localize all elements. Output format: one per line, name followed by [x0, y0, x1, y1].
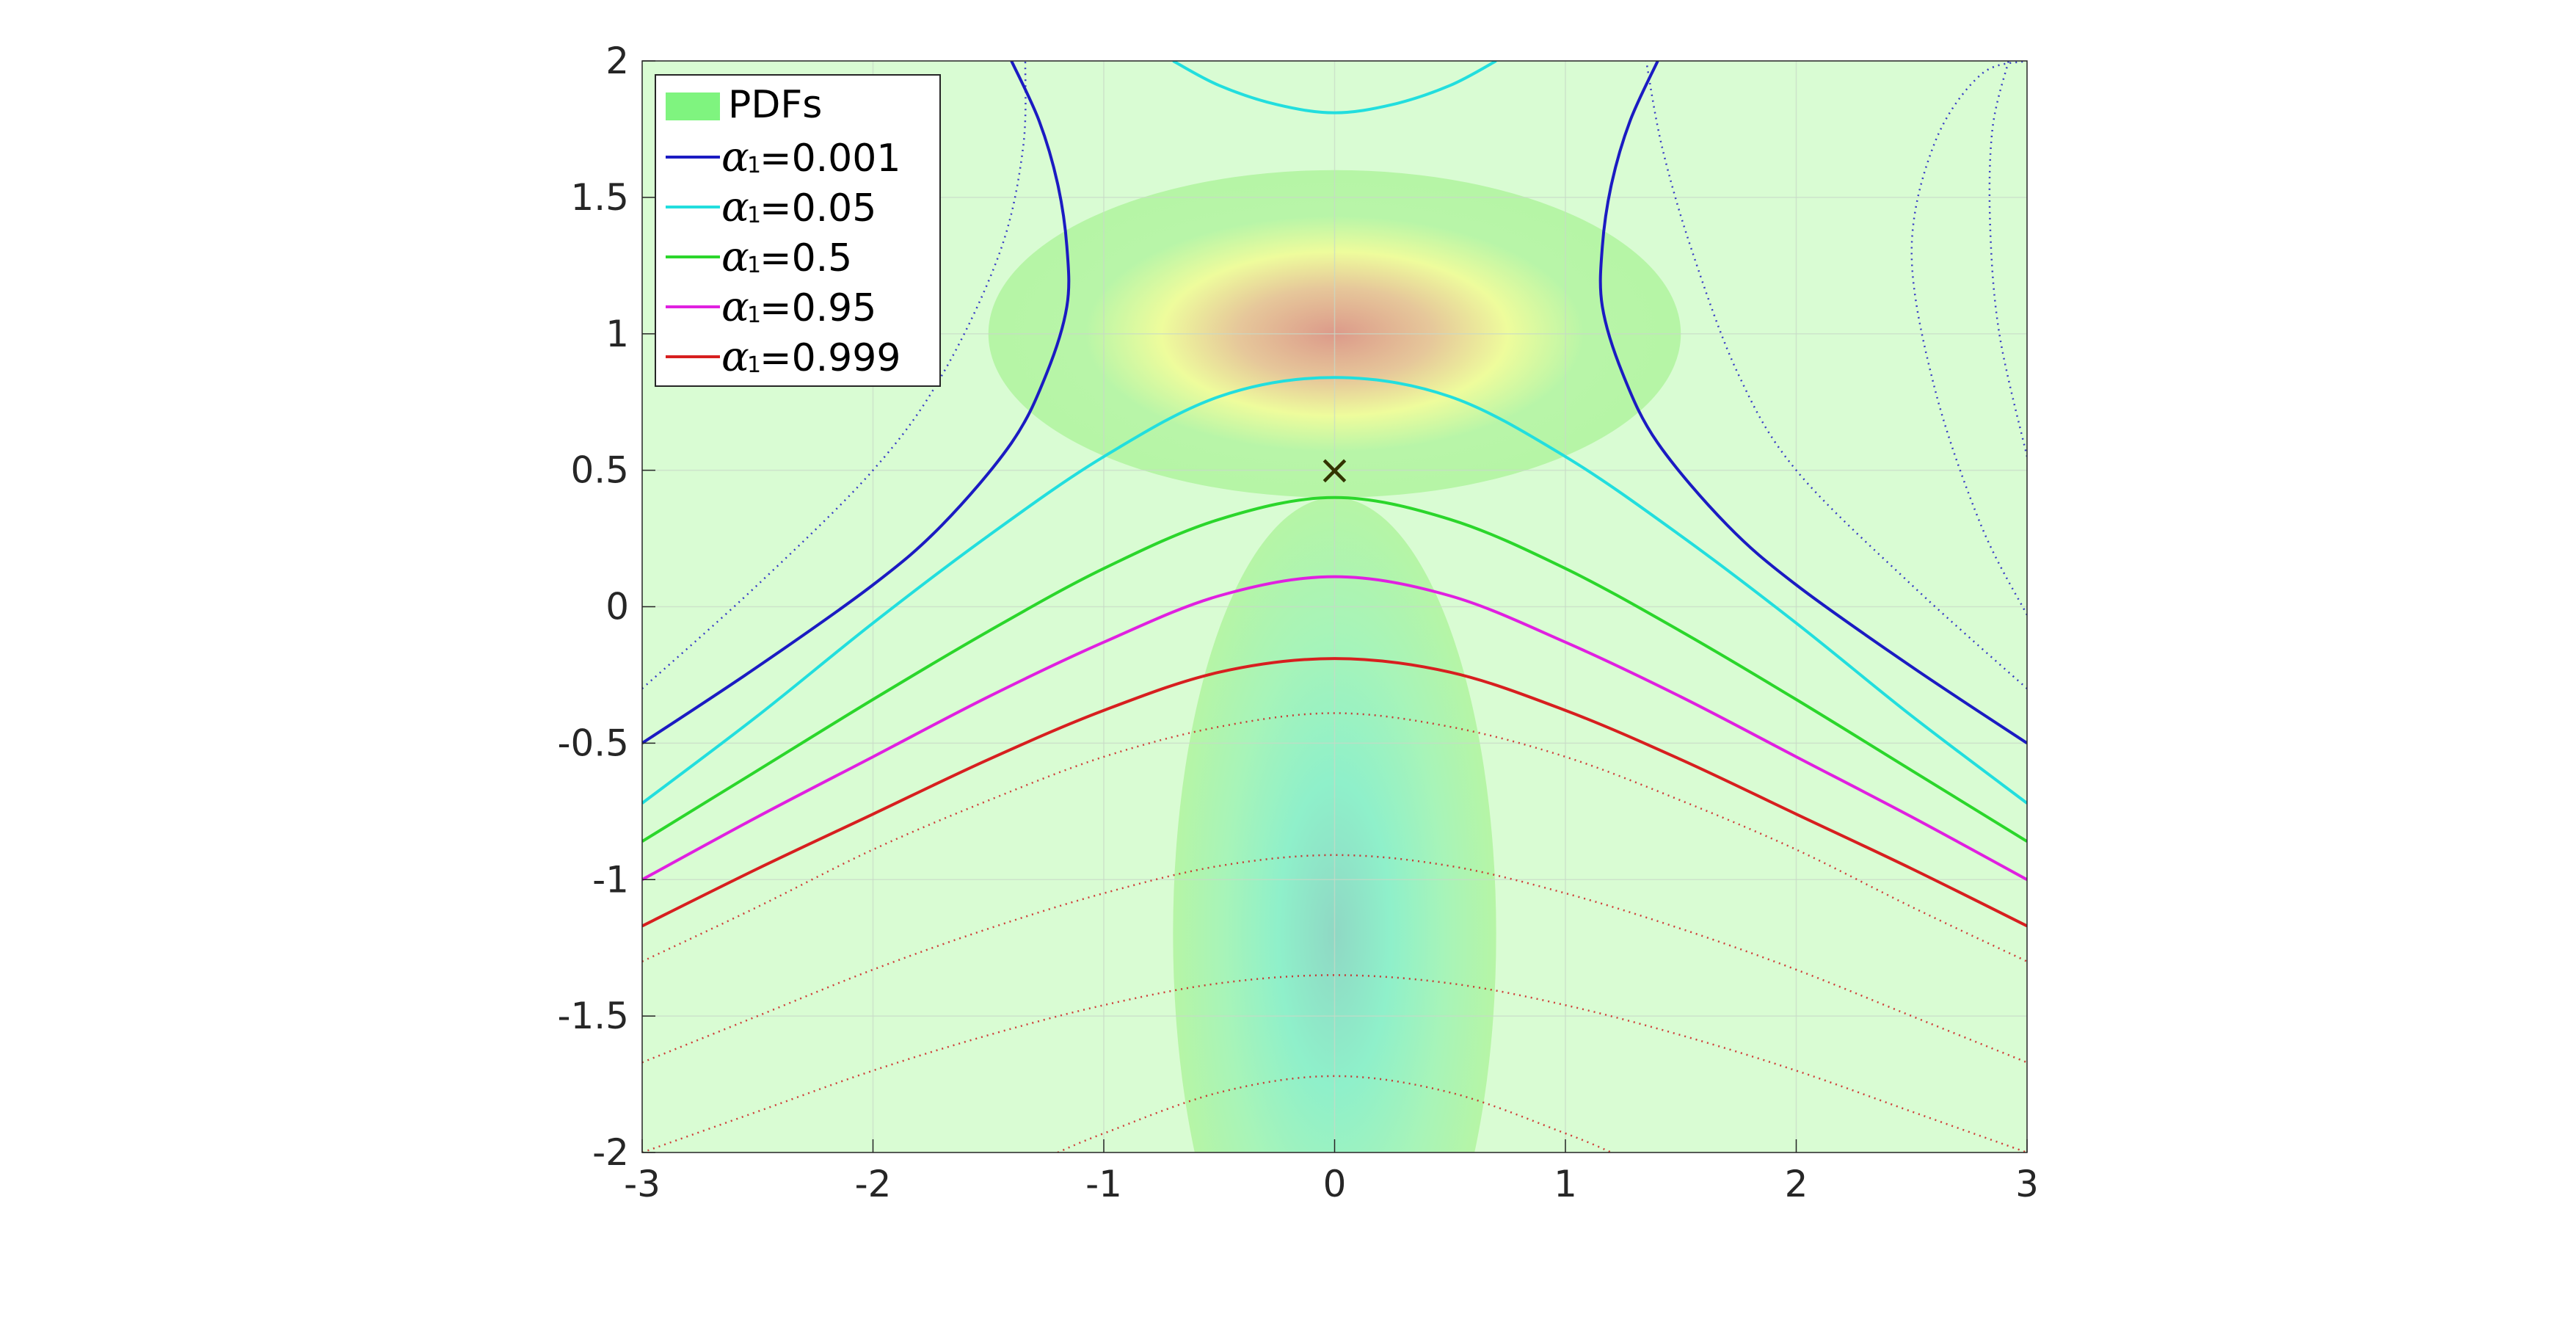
legend-symbol: α [721, 233, 749, 281]
legend-subscript: 1 [747, 203, 761, 228]
dotted-contour-3 [1910, 61, 2027, 616]
dotted-contour-4 [1988, 61, 2027, 457]
series-line-3-branch-1 [642, 495, 2027, 843]
y-axis-ticks: -2 -1.5 -1 -0.5 0 0.5 1 1.5 2 [557, 40, 655, 1174]
plot-area: × [641, 60, 2028, 1153]
legend-symbol: α [721, 134, 749, 181]
legend-swatch-pdfs [666, 92, 720, 120]
legend-symbol: α [721, 184, 749, 231]
legend-label-series-5: =0.999 [760, 336, 900, 380]
y-tick-label: -0.5 [557, 722, 629, 764]
mode-marker: × [1317, 446, 1352, 494]
legend-label-pdfs: PDFs [728, 83, 822, 127]
y-tick-label: -1 [592, 858, 629, 901]
series-line-2-branch-1 [642, 376, 2027, 805]
y-tick-label: 0 [605, 586, 629, 628]
legend-label-series-2: =0.05 [760, 186, 876, 230]
x-axis-ticks: -3 -2 -1 0 1 2 3 [624, 1139, 2039, 1205]
series-line-1-branch-2 [1598, 61, 2027, 745]
legend-symbol: α [721, 333, 749, 381]
legend-box [655, 74, 941, 387]
series-lines [642, 61, 2027, 928]
legend-subscript: 1 [747, 153, 761, 178]
y-tick-label: -2 [592, 1131, 629, 1174]
legend-subscript: 1 [747, 302, 761, 328]
legend-symbol: α [721, 283, 749, 331]
x-tick-label: 1 [1554, 1163, 1577, 1205]
x-tick-label: 2 [1785, 1163, 1808, 1205]
series-line-4-branch-1 [642, 575, 2027, 882]
y-tick-label: 1 [605, 313, 629, 355]
x-tick-label: 0 [1323, 1163, 1347, 1205]
y-tick-label: -1.5 [557, 995, 629, 1037]
x-tick-label: -3 [624, 1163, 661, 1205]
legend-label-series-3: =0.5 [760, 236, 852, 280]
series-line-1-branch-1 [642, 61, 1071, 745]
y-tick-label: 2 [605, 40, 629, 82]
legend-label-series-4: =0.95 [760, 286, 876, 330]
legend-label-series-1: =0.001 [760, 137, 900, 181]
dotted-contours [642, 61, 2027, 1152]
series-line-2-branch-2 [1172, 61, 1497, 115]
dotted-contour-2 [1645, 61, 2027, 689]
x-tick-label: -1 [1085, 1163, 1122, 1205]
legend-subscript: 1 [747, 352, 761, 378]
y-tick-label: 1.5 [570, 176, 629, 219]
y-tick-label: 0.5 [570, 449, 629, 492]
dotted-contour-5 [642, 712, 2027, 962]
legend-subscript: 1 [747, 253, 761, 278]
x-tick-label: -2 [855, 1163, 892, 1205]
series-line-5-branch-1 [642, 657, 2027, 928]
legend: PDFs α1=0.001α1=0.05α1=0.5α1=0.95α1=0.99… [655, 74, 941, 387]
x-tick-label: 3 [2015, 1163, 2039, 1205]
